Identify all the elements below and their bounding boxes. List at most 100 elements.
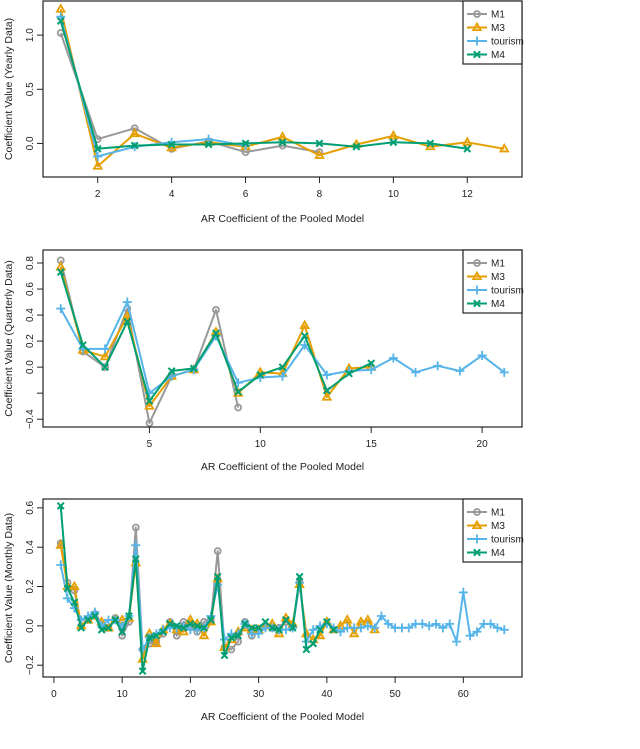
point-marker (204, 140, 213, 149)
point-marker (498, 143, 510, 153)
point-marker (166, 619, 174, 628)
legend-entry-M4: M4 (467, 50, 505, 61)
y-tick-label: 0.2 (25, 579, 36, 593)
point-marker (345, 369, 353, 378)
x-tick-label: 12 (462, 189, 474, 200)
x-tick-label: 40 (321, 689, 333, 700)
point-marker (220, 651, 229, 660)
series-line (59, 32, 320, 154)
legend: M1 M3 tourism M4 (462, 249, 524, 314)
point-marker (472, 36, 482, 46)
point-marker (465, 631, 475, 641)
point-marker (131, 523, 140, 532)
y-tick-label: 0.0 (25, 136, 36, 150)
point-marker (471, 21, 483, 32)
legend-entry-tourism: tourism (467, 534, 524, 546)
point-marker (125, 612, 133, 620)
y-tick-label: 0.4 (25, 308, 36, 322)
y-tick-label: 0.4 (25, 540, 36, 554)
point-marker (234, 631, 243, 640)
point-marker (172, 621, 181, 630)
point-marker (254, 629, 264, 639)
point-marker (341, 614, 353, 624)
x-tick-label: 20 (185, 689, 197, 700)
point-marker (455, 366, 465, 376)
point-marker (138, 667, 147, 676)
point-marker (363, 621, 373, 631)
point-marker (388, 130, 399, 140)
point-marker (308, 625, 318, 635)
legend-entry-M1: M1 (467, 10, 505, 21)
point-marker (433, 361, 443, 371)
point-marker (471, 270, 483, 281)
point-marker (471, 519, 483, 529)
series-line (59, 20, 468, 150)
point-marker (277, 131, 288, 141)
point-marker (118, 627, 127, 636)
series-tourism (56, 297, 509, 398)
legend-entry-M3: M3 (467, 270, 505, 283)
point-marker (424, 621, 434, 631)
point-marker (486, 619, 496, 629)
point-marker (472, 285, 482, 295)
y-axis-label: Coefficient Value (Quarterly Data) (3, 260, 15, 417)
legend-entry-tourism: tourism (467, 36, 524, 48)
legend: M1 M3 tourism M4 (462, 0, 524, 65)
point-marker (472, 627, 482, 637)
point-marker (477, 350, 487, 360)
x-tick-label: 0 (51, 689, 57, 700)
series-M4 (56, 17, 472, 153)
x-tick-label: 10 (117, 689, 129, 700)
point-marker (388, 353, 398, 363)
point-marker (315, 139, 324, 148)
point-marker (411, 367, 421, 377)
panel-1: 2 4 6 8 10 12 0.0 0.5 1.0 AR Coefficient of the P… (3, 0, 524, 225)
x-tick-label: 10 (388, 189, 400, 200)
legend-label: M4 (491, 548, 505, 559)
point-marker (92, 160, 104, 170)
point-marker (234, 387, 243, 396)
x-tick-label: 15 (366, 439, 378, 450)
legend-label: M1 (491, 508, 505, 519)
point-marker (167, 140, 176, 149)
point-marker (145, 419, 154, 427)
plot-frame (42, 498, 523, 678)
legend-label: M4 (491, 50, 505, 61)
y-tick-label: 0.8 (25, 256, 36, 270)
point-marker (383, 619, 393, 629)
point-marker (56, 501, 65, 510)
point-marker (77, 623, 86, 632)
x-tick-label: 10 (255, 439, 267, 450)
x-tick-label: 6 (243, 189, 249, 200)
point-marker (56, 560, 66, 570)
x-tick-label: 2 (95, 189, 101, 200)
point-marker (322, 370, 332, 380)
legend-entry-M3: M3 (467, 21, 505, 34)
point-marker (302, 645, 311, 654)
point-marker (212, 305, 220, 314)
point-marker (451, 637, 461, 647)
point-marker (472, 534, 482, 544)
point-marker (79, 341, 87, 349)
point-marker (213, 572, 222, 581)
point-marker (473, 508, 481, 516)
point-marker (193, 621, 202, 630)
point-marker (458, 587, 468, 597)
point-marker (56, 304, 66, 314)
point-marker (145, 397, 154, 405)
legend-label: M3 (491, 23, 505, 34)
point-marker (256, 371, 265, 379)
point-marker (206, 616, 215, 624)
point-marker (261, 618, 270, 626)
point-marker (56, 17, 65, 25)
point-marker (179, 623, 188, 632)
point-marker (499, 625, 509, 635)
point-marker (369, 623, 380, 634)
point-marker (473, 10, 481, 18)
point-marker (247, 623, 256, 632)
point-marker (63, 593, 73, 603)
legend-label: tourism (491, 37, 524, 48)
point-marker (300, 331, 309, 340)
x-axis-label: AR Coefficient of the Pooled Model (201, 711, 364, 723)
